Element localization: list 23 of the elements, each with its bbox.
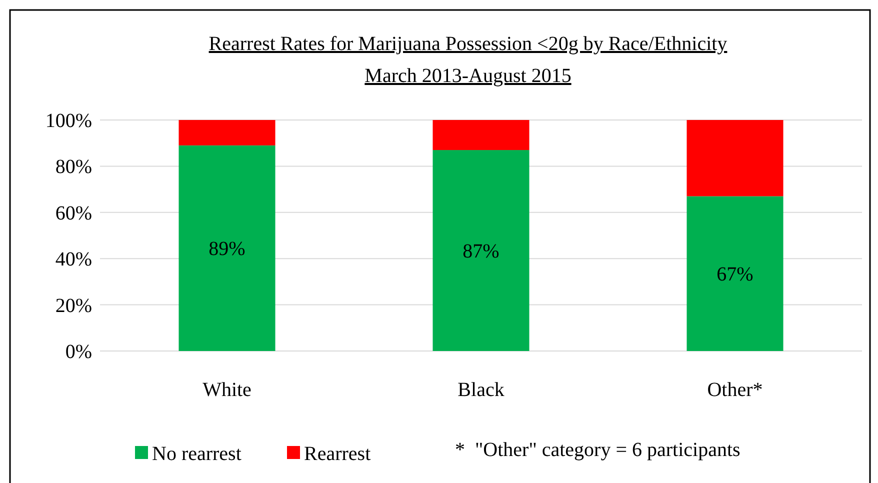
text: * "Other" category = 6 participants bbox=[455, 439, 741, 461]
x-tick-label: Other* bbox=[707, 379, 763, 401]
y-tick-label: 40% bbox=[55, 248, 92, 271]
legend-label: No rearrest bbox=[152, 443, 242, 465]
y-tick-label: 100% bbox=[45, 110, 92, 132]
bar bbox=[432, 150, 530, 351]
bar bbox=[686, 120, 784, 196]
x-tick-label: White bbox=[202, 379, 252, 401]
chart-subtitle: March 2013-August 2015 bbox=[364, 65, 572, 87]
y-tick-label: 60% bbox=[55, 202, 92, 224]
bar bbox=[686, 196, 784, 351]
bar bbox=[178, 120, 276, 146]
legend-label: Rearrest bbox=[304, 443, 372, 465]
bar bbox=[178, 145, 276, 351]
bar bbox=[432, 120, 530, 150]
data-label: 87% bbox=[462, 240, 500, 263]
data-label: 67% bbox=[716, 264, 754, 286]
y-tick-label: 20% bbox=[55, 294, 92, 317]
data-label: 89% bbox=[208, 238, 246, 260]
y-tick-label: 80% bbox=[55, 156, 92, 178]
y-tick-label: 0% bbox=[65, 341, 92, 363]
x-tick-label: Black bbox=[458, 379, 504, 401]
chart-title: Rearrest Rates for Marijuana Possession <20g by Race/Ethnicity bbox=[208, 33, 728, 55]
